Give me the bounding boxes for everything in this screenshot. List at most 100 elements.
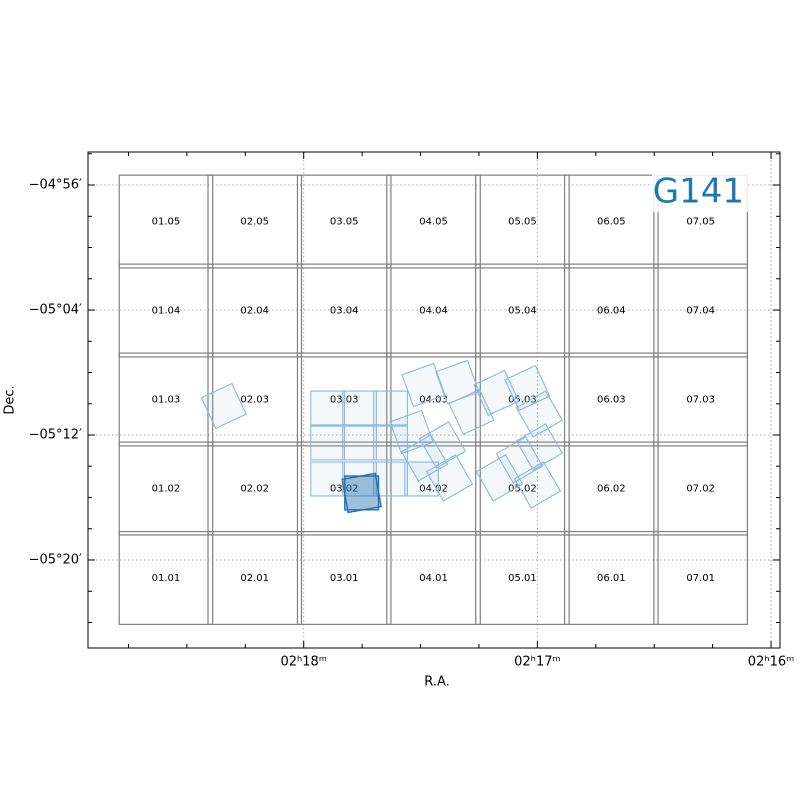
y-axis-label: Dec. — [3, 385, 18, 414]
tile — [207, 441, 303, 536]
footprint-highlight — [341, 472, 383, 514]
chart-title: G141 — [653, 172, 744, 212]
footprint — [200, 382, 247, 430]
tile-label: 06.03 — [597, 394, 626, 405]
tile — [386, 263, 481, 358]
footprint-highlight — [344, 475, 380, 511]
x-axis-label: R.A. — [424, 675, 450, 690]
footprint — [515, 423, 564, 471]
y-tick-label: −05°04′ — [29, 303, 82, 318]
tile-label: 07.03 — [686, 394, 715, 405]
footprint — [435, 359, 480, 405]
tile-label: 06.05 — [597, 217, 626, 228]
title-box — [652, 172, 748, 212]
tile — [653, 352, 748, 447]
tile — [475, 263, 570, 358]
footprint — [473, 369, 520, 417]
x-tick-label: 02ʰ17ᵐ — [514, 655, 560, 670]
footprint — [373, 425, 408, 461]
tile — [563, 530, 659, 625]
tile — [475, 174, 570, 269]
footprint — [310, 461, 346, 497]
tile-label: 07.05 — [686, 217, 715, 228]
tile-label: 07.04 — [686, 306, 715, 317]
tile — [653, 530, 748, 625]
tile-label: 04.04 — [419, 306, 448, 317]
tile-label: 01.05 — [152, 217, 181, 228]
footprint — [401, 362, 446, 408]
tile-label: 05.05 — [508, 217, 537, 228]
tile — [207, 174, 303, 269]
x-tick-label: 02ʰ18ᵐ — [280, 655, 326, 670]
tile-label: 04.01 — [419, 573, 448, 584]
footprint — [515, 390, 564, 438]
tile — [386, 174, 481, 269]
axes-frame — [87, 151, 781, 649]
tile-label: 02.03 — [240, 394, 269, 405]
tile — [296, 174, 392, 269]
y-tick-label: −04°56′ — [29, 177, 82, 192]
tile — [653, 441, 748, 536]
tile-label: 05.02 — [508, 484, 537, 495]
plot-area: 01.05 02.05 03.05 04.05 05.05 06.05 07.05 01.04… — [29, 151, 794, 670]
footprint — [513, 461, 562, 509]
tile — [563, 441, 659, 536]
footprint — [418, 421, 467, 469]
tile-label: 03.05 — [330, 217, 359, 228]
tile — [653, 263, 748, 358]
tile — [475, 530, 570, 625]
tile — [207, 352, 303, 447]
footprint — [495, 436, 544, 484]
tile — [296, 263, 392, 358]
tile-label: 02.02 — [240, 484, 269, 495]
tile — [475, 441, 570, 536]
footprint — [504, 364, 551, 412]
tile-label: 04.05 — [419, 217, 448, 228]
tile — [296, 530, 392, 625]
tile — [118, 174, 214, 269]
tile — [386, 530, 481, 625]
footprint — [310, 390, 346, 426]
tile-label: 06.04 — [597, 306, 626, 317]
tile — [118, 441, 214, 536]
tile-label: 01.01 — [152, 573, 181, 584]
y-tick-label: −05°12′ — [29, 428, 82, 443]
tile-label: 06.02 — [597, 484, 626, 495]
tile — [207, 530, 303, 625]
tile — [563, 352, 659, 447]
tile-label: 05.04 — [508, 306, 537, 317]
footprint — [425, 454, 474, 502]
tile — [563, 263, 659, 358]
y-tick-label: −05°20′ — [29, 552, 82, 567]
footprint — [448, 388, 495, 436]
tile-label: 01.03 — [152, 394, 181, 405]
footprint — [400, 434, 449, 482]
tile-label: 01.04 — [152, 306, 181, 317]
tile — [475, 352, 570, 447]
footprint — [342, 390, 377, 426]
x-tick-label: 02ʰ16ᵐ — [748, 655, 794, 670]
tile — [118, 530, 214, 625]
footprint — [342, 425, 377, 461]
footprint — [475, 454, 524, 502]
tile-label: 06.01 — [597, 573, 626, 584]
tile-label: 02.01 — [240, 573, 269, 584]
tile — [207, 263, 303, 358]
tile — [563, 174, 659, 269]
tile — [118, 352, 214, 447]
footprint — [310, 425, 346, 461]
tile — [118, 263, 214, 358]
tile — [386, 352, 481, 447]
footprint — [373, 390, 408, 426]
tile-label: 02.05 — [240, 217, 269, 228]
tile-label: 07.01 — [686, 573, 715, 584]
tile-label: 02.04 — [240, 306, 269, 317]
tile-label: 03.04 — [330, 306, 359, 317]
tile-label: 01.02 — [152, 484, 181, 495]
tile-label: 05.01 — [508, 573, 537, 584]
tile-label: 03.01 — [330, 573, 359, 584]
tile-label: 07.02 — [686, 484, 715, 495]
tile-label: 04.03 — [419, 394, 448, 405]
